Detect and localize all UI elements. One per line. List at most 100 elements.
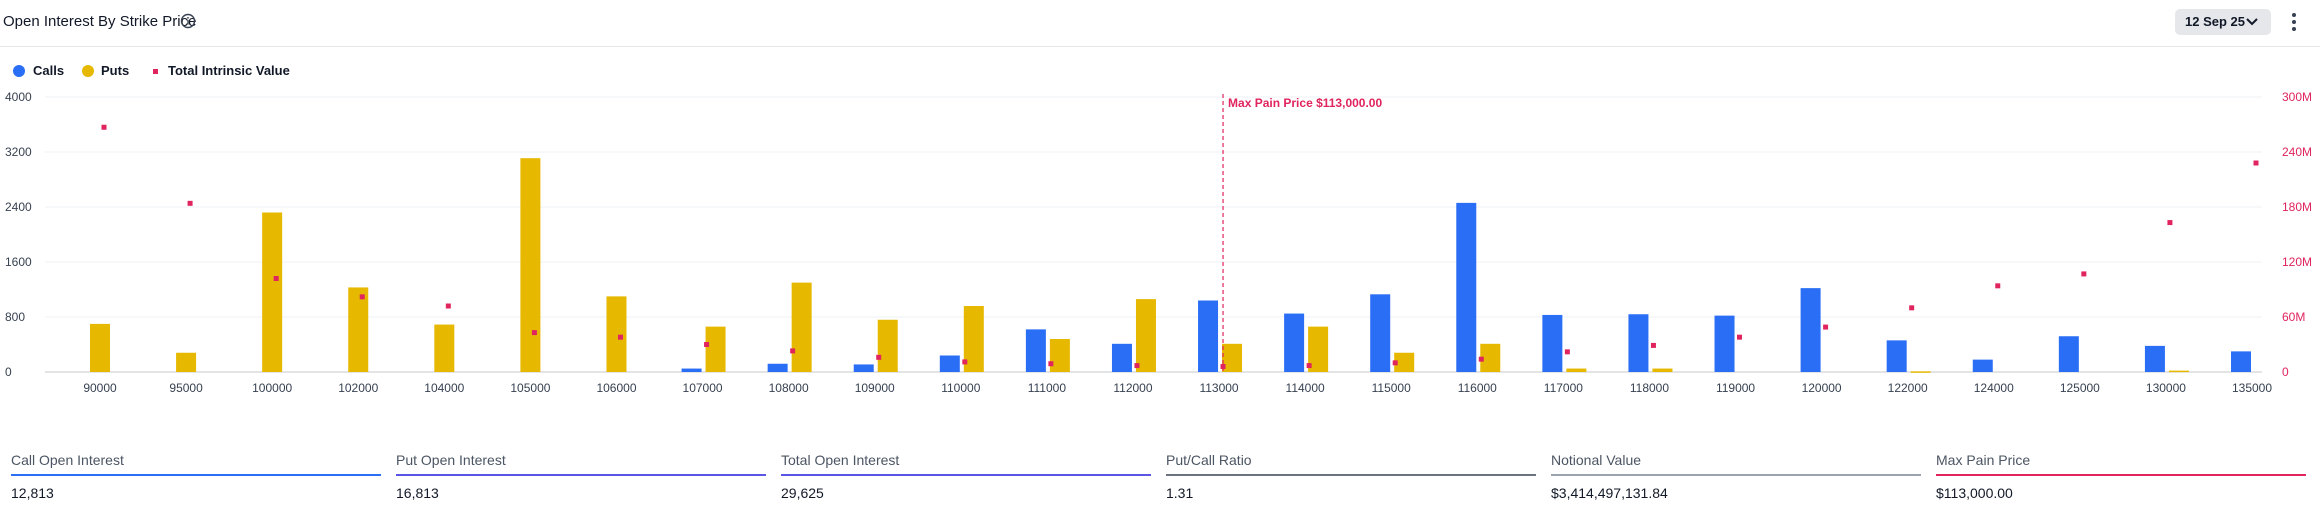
y-left-tick-label: 4000: [5, 90, 32, 104]
intrinsic-value-point-112000: [1134, 363, 1140, 369]
intrinsic-value-point-122000: [1909, 305, 1915, 311]
intrinsic-value-point-125000: [2081, 271, 2087, 277]
bar-puts-108000: [791, 282, 812, 372]
bar-calls-125000: [2058, 336, 2079, 372]
metric-underline: [1936, 474, 2306, 476]
bar-puts-112000: [1135, 299, 1156, 372]
legend-swatch-calls: [13, 65, 25, 77]
more-options-icon[interactable]: [2288, 11, 2300, 33]
metric-underline: [1166, 474, 1536, 476]
y-right-tick-label: 0: [2282, 365, 2289, 379]
x-tick-label: 117000: [1544, 381, 1583, 395]
metric-total-open-interest: Total Open Interest 29,625: [770, 444, 1151, 510]
metrics-bar: Call Open Interest 12,813 Put Open Inter…: [0, 444, 2320, 510]
legend-item-calls[interactable]: Calls: [13, 62, 64, 78]
bar-puts-117000: [1566, 368, 1587, 372]
open-interest-chart: 0 800 1600 2400 3200 4000 0 60M 120M 180M 240M 300M…: [5, 90, 2312, 395]
intrinsic-value-point-113000: [1220, 364, 1226, 369]
metric-value: $3,414,497,131.84: [1551, 485, 1668, 501]
info-icon[interactable]: [180, 13, 196, 29]
y-left-tick-label: 3200: [5, 145, 32, 159]
intrinsic-value-point-115000: [1392, 360, 1398, 366]
x-tick-label: 113000: [1199, 381, 1238, 395]
x-tick-label: 108000: [769, 381, 809, 395]
expiry-date-dropdown[interactable]: 12 Sep 25: [2175, 9, 2271, 35]
legend-item-intrinsic-value[interactable]: Total Intrinsic Value: [150, 62, 290, 78]
chevron-down-icon: [2246, 18, 2258, 26]
x-tick-label: 125000: [2060, 381, 2100, 395]
x-tick-label: 90000: [83, 381, 117, 395]
bar-calls-109000: [853, 364, 874, 372]
intrinsic-value-point-114000: [1306, 363, 1312, 369]
bar-puts-118000: [1652, 368, 1673, 372]
metric-label: Call Open Interest: [11, 452, 124, 468]
bar-puts-111000: [1049, 339, 1070, 372]
x-tick-label: 120000: [1802, 381, 1842, 395]
x-tick-label: 110000: [941, 381, 980, 395]
bar-calls-116000: [1456, 202, 1477, 372]
y-left-tick-label: 1600: [5, 255, 32, 269]
max-pain-label: Max Pain Price $113,000.00: [1228, 96, 1382, 110]
x-tick-label: 105000: [510, 381, 550, 395]
x-tick-label: 115000: [1372, 381, 1411, 395]
metric-label: Put Open Interest: [396, 452, 506, 468]
bar-puts-102000: [348, 287, 369, 372]
bar-puts-116000: [1480, 343, 1501, 372]
intrinsic-value-point-120000: [1823, 324, 1829, 330]
metric-max-pain-price: Max Pain Price $113,000.00: [1925, 444, 2306, 510]
intrinsic-value-point-100000: [273, 276, 279, 281]
metric-label: Total Open Interest: [781, 452, 900, 468]
bar-calls-117000: [1542, 314, 1563, 372]
x-tick-label: 104000: [424, 381, 464, 395]
bar-puts-122000: [1910, 371, 1931, 373]
intrinsic-value-point-116000: [1478, 356, 1484, 362]
bar-calls-110000: [939, 355, 960, 372]
x-tick-label: 119000: [1716, 381, 1755, 395]
metric-call-open-interest: Call Open Interest 12,813: [0, 444, 381, 510]
metric-underline: [396, 474, 766, 476]
x-tick-label: 100000: [252, 381, 292, 395]
bar-puts-107000: [705, 326, 726, 372]
metric-value: 16,813: [396, 485, 439, 501]
x-tick-label: 118000: [1630, 381, 1669, 395]
intrinsic-value-point-109000: [876, 354, 882, 360]
bar-puts-100000: [262, 212, 283, 372]
legend-item-puts[interactable]: Puts: [82, 62, 132, 78]
legend-swatch-intrinsic-value: [153, 69, 158, 74]
metric-notional-value: Notional Value $3,414,497,131.84: [1540, 444, 1921, 510]
y-left-tick-label: 0: [5, 365, 12, 379]
y-right-tick-label: 60M: [2282, 310, 2305, 324]
legend-swatch-puts: [82, 65, 94, 77]
metric-label: Put/Call Ratio: [1166, 452, 1252, 468]
bar-puts-95000: [176, 352, 197, 372]
x-tick-label: 135000: [2232, 381, 2272, 395]
bar-puts-104000: [434, 324, 455, 372]
bar-puts-113000: [1222, 343, 1243, 372]
bar-puts-130000: [2168, 370, 2189, 373]
chart-header: Open Interest By Strike Price 12 Sep 25: [0, 0, 2320, 47]
x-tick-label: 107000: [683, 381, 723, 395]
x-tick-label: 114000: [1286, 381, 1325, 395]
bar-calls-124000: [1972, 359, 1993, 372]
intrinsic-value-point-135000: [2253, 160, 2259, 166]
metric-value: $113,000.00: [1936, 485, 2013, 501]
metric-label: Notional Value: [1551, 452, 1642, 468]
metric-label: Max Pain Price: [1936, 452, 2031, 468]
x-tick-label: 122000: [1888, 381, 1928, 395]
y-right-tick-label: 300M: [2282, 90, 2312, 104]
y-right-tick-label: 120M: [2282, 255, 2312, 269]
intrinsic-value-point-108000: [790, 348, 796, 354]
intrinsic-value-point-130000: [2167, 220, 2173, 226]
bar-puts-90000: [90, 323, 110, 372]
page-title: Open Interest By Strike Price: [3, 13, 197, 30]
bar-calls-115000: [1370, 294, 1391, 372]
x-tick-label: 102000: [338, 381, 378, 395]
x-tick-label: 111000: [1028, 381, 1067, 395]
x-tick-label: 112000: [1113, 381, 1152, 395]
x-tick-label: 130000: [2146, 381, 2186, 395]
bar-calls-114000: [1284, 313, 1305, 372]
metric-underline: [11, 474, 381, 476]
intrinsic-value-point-119000: [1737, 334, 1743, 340]
x-tick-label: 106000: [596, 381, 636, 395]
y-right-tick-label: 240M: [2282, 145, 2312, 159]
